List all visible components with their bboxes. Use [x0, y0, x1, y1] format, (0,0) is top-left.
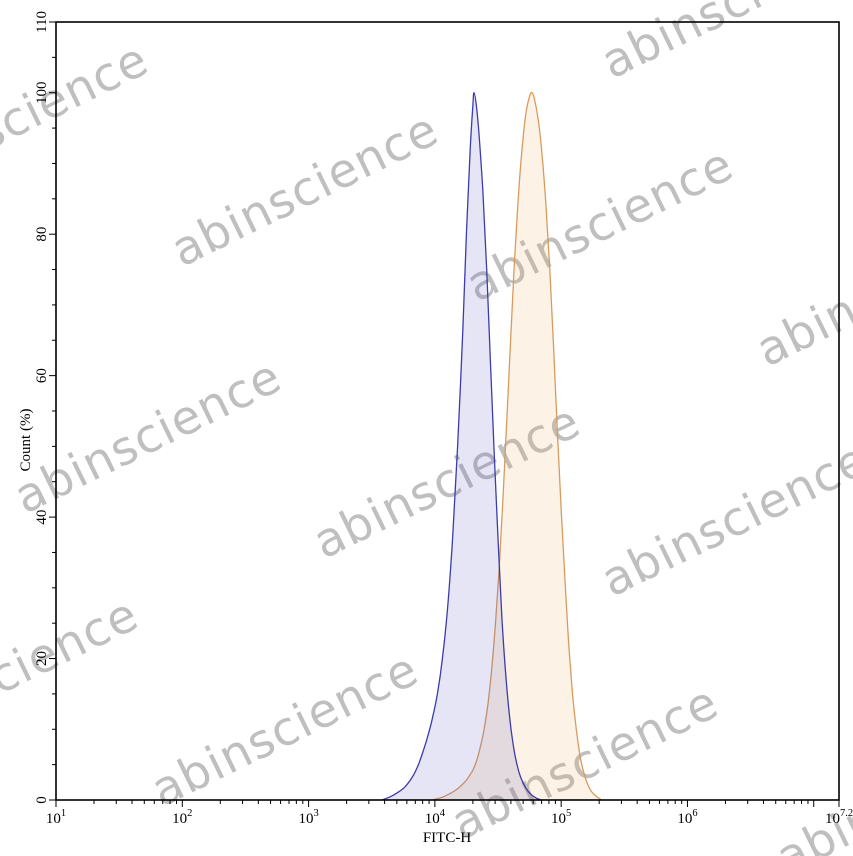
- y-axis-tick-label: 60: [34, 368, 50, 383]
- orange-peak-fill: [432, 92, 602, 800]
- y-axis-tick-label: 100: [34, 81, 50, 104]
- tick-labels-group: 101 102 103 104 105 106 107.2 0 20 40 60 80 100 110: [34, 11, 853, 827]
- ticks-group: [49, 21, 840, 807]
- x-axis-tick-label: 104: [425, 808, 446, 827]
- blue-peak-curve: [381, 92, 542, 801]
- y-axis-tick-label: 80: [34, 227, 50, 242]
- y-axis-tick-label: 20: [34, 651, 50, 666]
- y-axis-tick-label: 40: [34, 510, 50, 525]
- y-axis-tick-label: 110: [34, 11, 50, 33]
- orange-peak-curve: [432, 91, 602, 801]
- x-axis-tick-label: 103: [298, 808, 318, 827]
- x-axis-title: FITC-H: [423, 830, 472, 846]
- x-axis-tick-label: 101: [46, 808, 66, 827]
- x-axis-tick-label: 102: [172, 808, 192, 827]
- y-axis-tick-label: 0: [34, 796, 50, 804]
- y-axis-title: Count (%): [18, 409, 34, 472]
- x-axis-tick-label: 106: [677, 808, 697, 827]
- blue-peak-fill: [381, 92, 541, 800]
- x-axis-tick-label: 105: [551, 808, 571, 827]
- x-axis-tick-label: 107.2: [825, 808, 853, 827]
- curves-group: [381, 91, 602, 801]
